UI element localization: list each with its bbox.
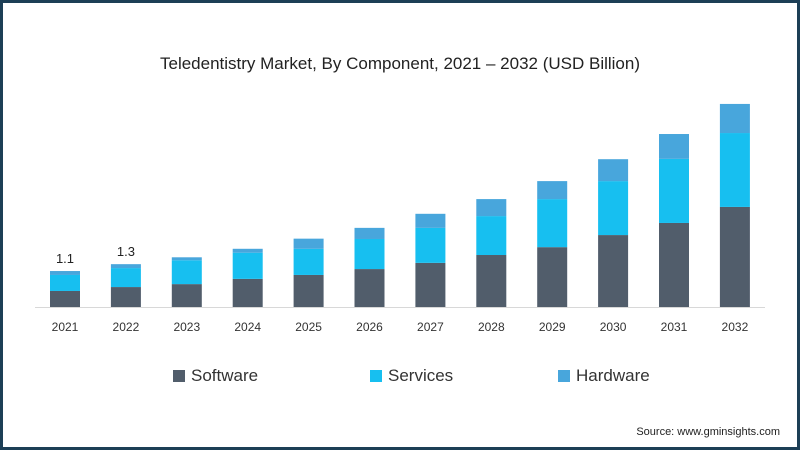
x-tick-label: 2032 [722, 320, 749, 334]
bar-hardware-2026 [354, 227, 385, 239]
legend-swatch [370, 370, 382, 382]
bar-software-2025 [293, 274, 324, 307]
bar-hardware-2021 [50, 271, 80, 275]
bar-hardware-2025 [293, 238, 324, 249]
legend-label: Software [191, 366, 259, 385]
bar-services-2021 [50, 274, 80, 291]
bar-software-2027 [415, 262, 446, 307]
bar-hardware-2031 [659, 134, 689, 159]
x-tick-label: 2031 [661, 320, 688, 334]
bar-services-2031 [659, 158, 689, 223]
x-tick-label: 2026 [356, 320, 383, 334]
bar-software-2028 [476, 255, 507, 307]
legend-item-software: Software [173, 366, 258, 386]
bar-hardware-2027 [415, 213, 446, 228]
bar-software-2029 [537, 247, 568, 307]
x-tick-label: 2027 [417, 320, 444, 334]
x-tick-label: 2021 [52, 320, 79, 334]
bar-hardware-2029 [537, 181, 568, 200]
bar-software-2024 [232, 278, 263, 307]
bar-services-2030 [598, 181, 629, 236]
legend-swatch [173, 370, 185, 382]
bar-services-2028 [476, 216, 507, 256]
source-note: Source: www.gminsights.com [636, 426, 780, 438]
x-tick-label: 2023 [173, 320, 200, 334]
bar-services-2026 [354, 238, 385, 270]
bar-software-2030 [598, 235, 629, 307]
legend-label: Services [388, 366, 454, 385]
bar-software-2032 [719, 206, 750, 307]
legend-label: Hardware [576, 366, 650, 385]
bar-services-2032 [719, 133, 750, 207]
bar-software-2031 [659, 222, 689, 307]
bar-services-2027 [415, 227, 446, 263]
bar-software-2023 [171, 284, 202, 307]
bar-hardware-2024 [232, 248, 263, 253]
bar-hardware-2023 [171, 257, 202, 261]
bar-hardware-2032 [719, 103, 750, 134]
bar-software-2026 [354, 269, 385, 307]
bar-services-2024 [232, 252, 263, 279]
x-tick-label: 2025 [295, 320, 322, 334]
legend-item-services: Services [370, 366, 453, 386]
legend-item-hardware: Hardware [558, 366, 650, 386]
bar-hardware-2028 [476, 199, 507, 217]
data-label: 1.1 [56, 251, 74, 266]
bar-services-2022 [110, 268, 141, 288]
x-tick-label: 2028 [478, 320, 505, 334]
bar-software-2022 [110, 287, 141, 307]
x-tick-label: 2022 [113, 320, 140, 334]
bar-services-2025 [293, 248, 324, 275]
bar-software-2021 [50, 290, 80, 307]
bar-services-2023 [171, 260, 202, 285]
x-tick-label: 2024 [234, 320, 261, 334]
bar-hardware-2022 [110, 264, 141, 269]
legend-swatch [558, 370, 570, 382]
chart-title: Teledentistry Market, By Component, 2021… [159, 54, 640, 73]
bar-hardware-2030 [598, 159, 629, 182]
x-tick-label: 2029 [539, 320, 566, 334]
bar-services-2029 [537, 199, 568, 248]
x-tick-label: 2030 [600, 320, 627, 334]
data-label: 1.3 [117, 244, 135, 259]
